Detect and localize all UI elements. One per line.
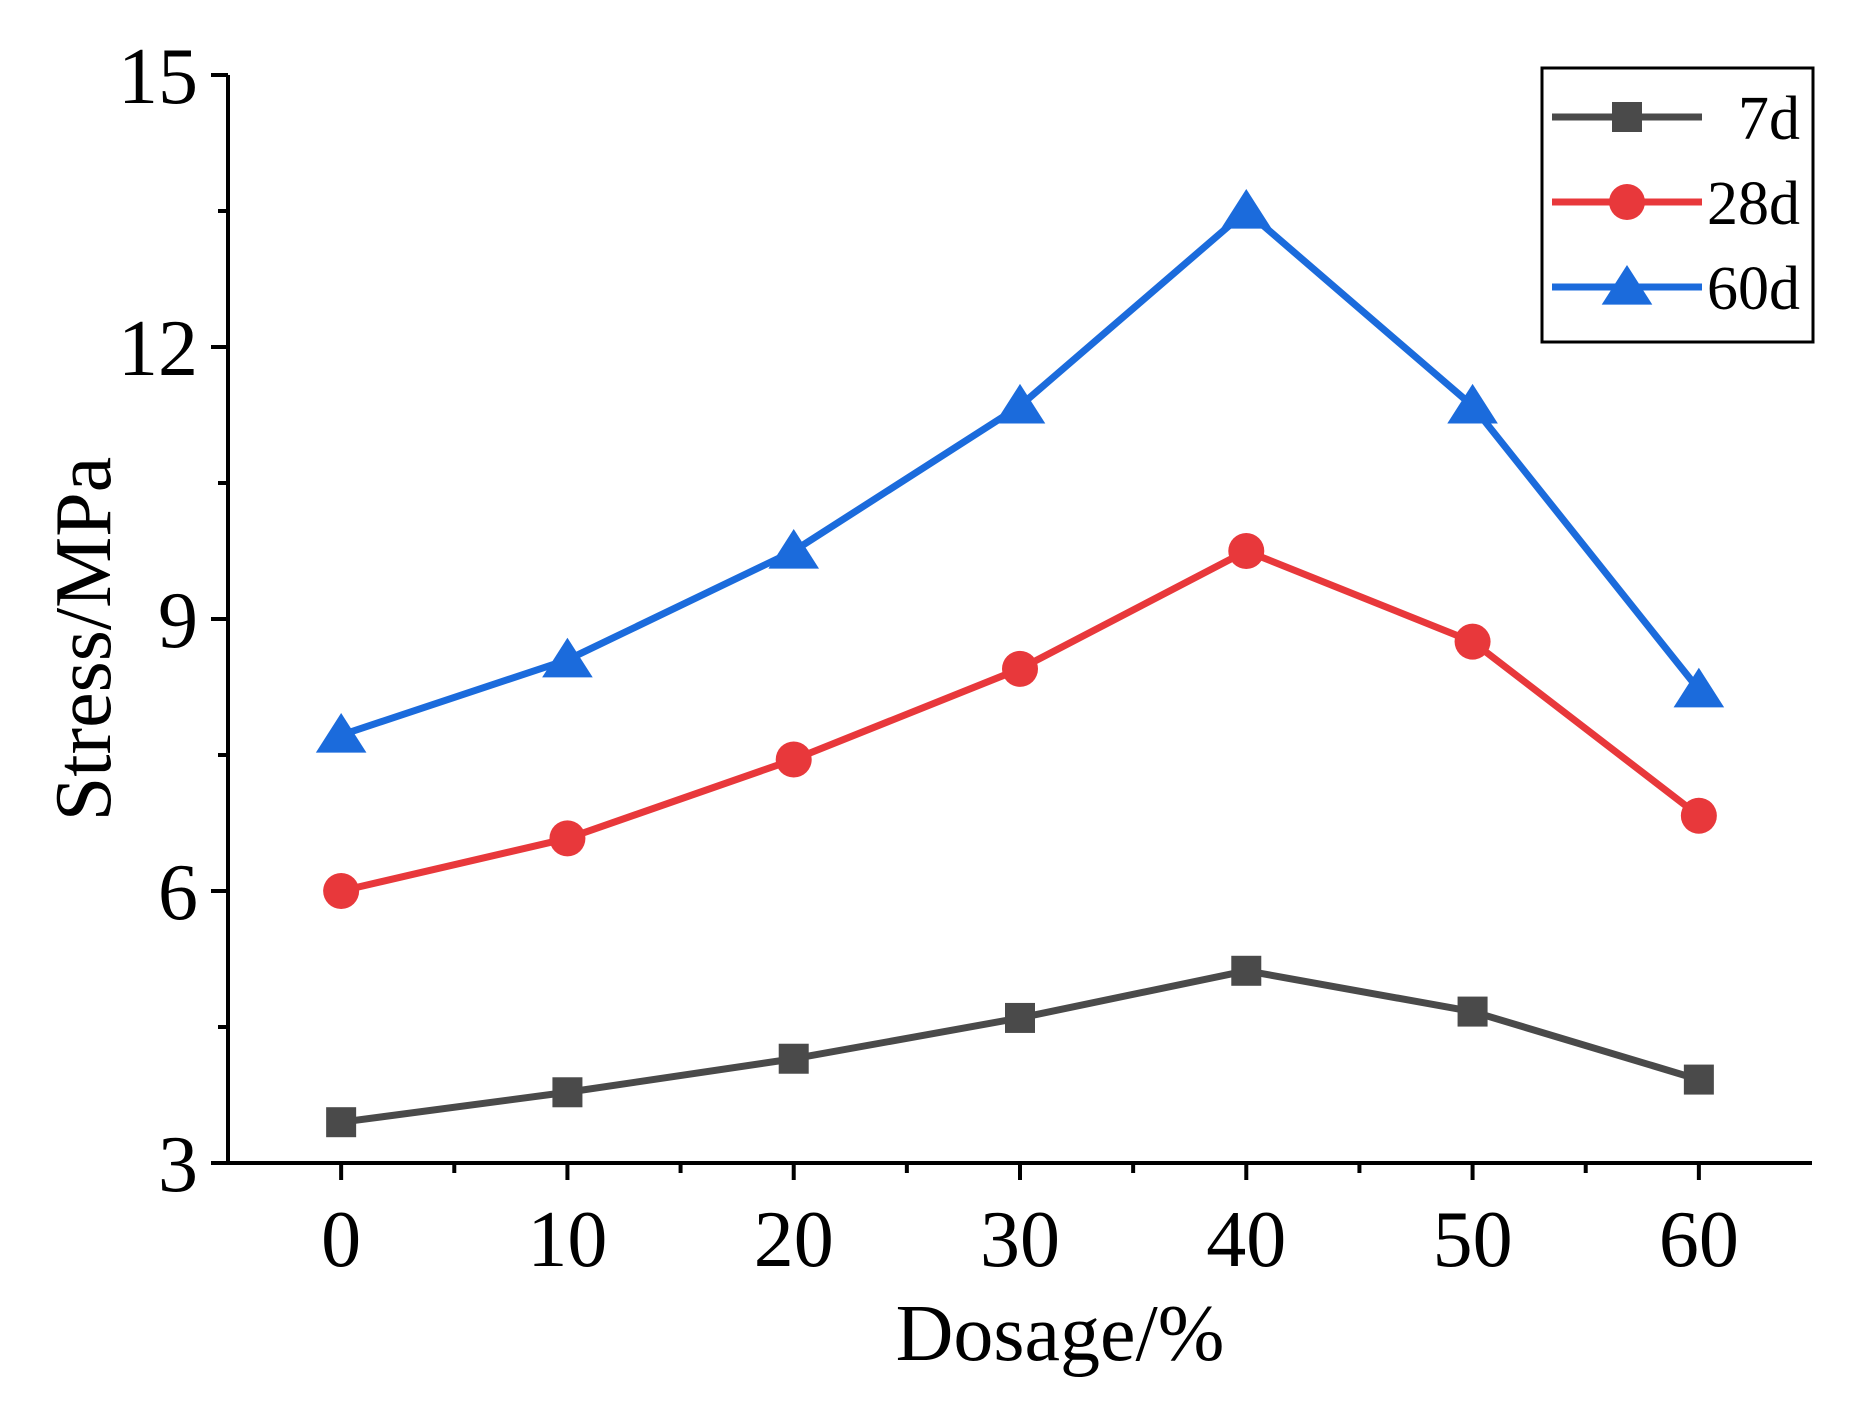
data-point-60d [1447, 383, 1498, 424]
data-point-60d [1220, 189, 1272, 229]
x-tick-label: 60 [1659, 1196, 1739, 1284]
y-tick-label: 6 [158, 849, 198, 937]
data-point-60d [1673, 667, 1725, 708]
data-point-28d [1454, 623, 1491, 660]
data-point-7d [1457, 996, 1488, 1027]
data-point-60d [994, 383, 1046, 424]
series-28d [323, 533, 1717, 909]
y-tick-label: 12 [118, 305, 198, 393]
x-tick-label: 40 [1206, 1196, 1286, 1284]
data-point-7d [1005, 1002, 1035, 1033]
axes: 0 10 20 30 40 50 60 3 6 9 12 15 [118, 33, 1812, 1284]
legend-marker-60d [1601, 265, 1653, 305]
data-point-28d [1002, 650, 1038, 687]
y-tick-label: 15 [118, 33, 198, 121]
y-tick-label: 9 [158, 577, 198, 665]
data-point-28d [323, 873, 360, 909]
data-point-60d [315, 713, 367, 753]
legend-marker-28d [1609, 184, 1645, 220]
series-line-7d [340, 967, 1700, 1126]
y-axis-title: Stress/MPa [40, 457, 128, 822]
x-tick-label: 10 [527, 1196, 607, 1284]
x-tick-label: 20 [754, 1196, 834, 1284]
data-point-28d [1680, 797, 1717, 834]
legend-label-60d: 60d [1707, 255, 1800, 323]
data-point-7d [1231, 955, 1262, 986]
data-point-28d [775, 741, 812, 778]
x-tick-label: 30 [980, 1196, 1060, 1284]
x-axis-title: Dosage/% [896, 1290, 1225, 1378]
data-point-7d [552, 1077, 583, 1108]
legend-label-28d: 28d [1707, 170, 1800, 238]
legend: 7d 28d 60d [1540, 66, 1815, 344]
data-point-7d [326, 1107, 357, 1138]
series-60d [315, 189, 1725, 753]
data-point-60d [542, 637, 593, 678]
series-7d [326, 955, 1714, 1138]
series-line-28d [340, 547, 1701, 895]
data-point-7d [778, 1043, 809, 1074]
data-point-28d [1228, 533, 1265, 569]
series-layer [315, 189, 1725, 1138]
x-tick-label: 50 [1433, 1196, 1513, 1284]
data-point-7d [1683, 1064, 1714, 1095]
legend-label-7d: 7d [1738, 85, 1800, 153]
data-point-60d [768, 529, 820, 569]
y-tick-label: 3 [158, 1121, 198, 1209]
data-point-28d [549, 820, 586, 857]
legend-marker-7d [1612, 102, 1642, 132]
x-tick-label: 0 [321, 1196, 361, 1284]
